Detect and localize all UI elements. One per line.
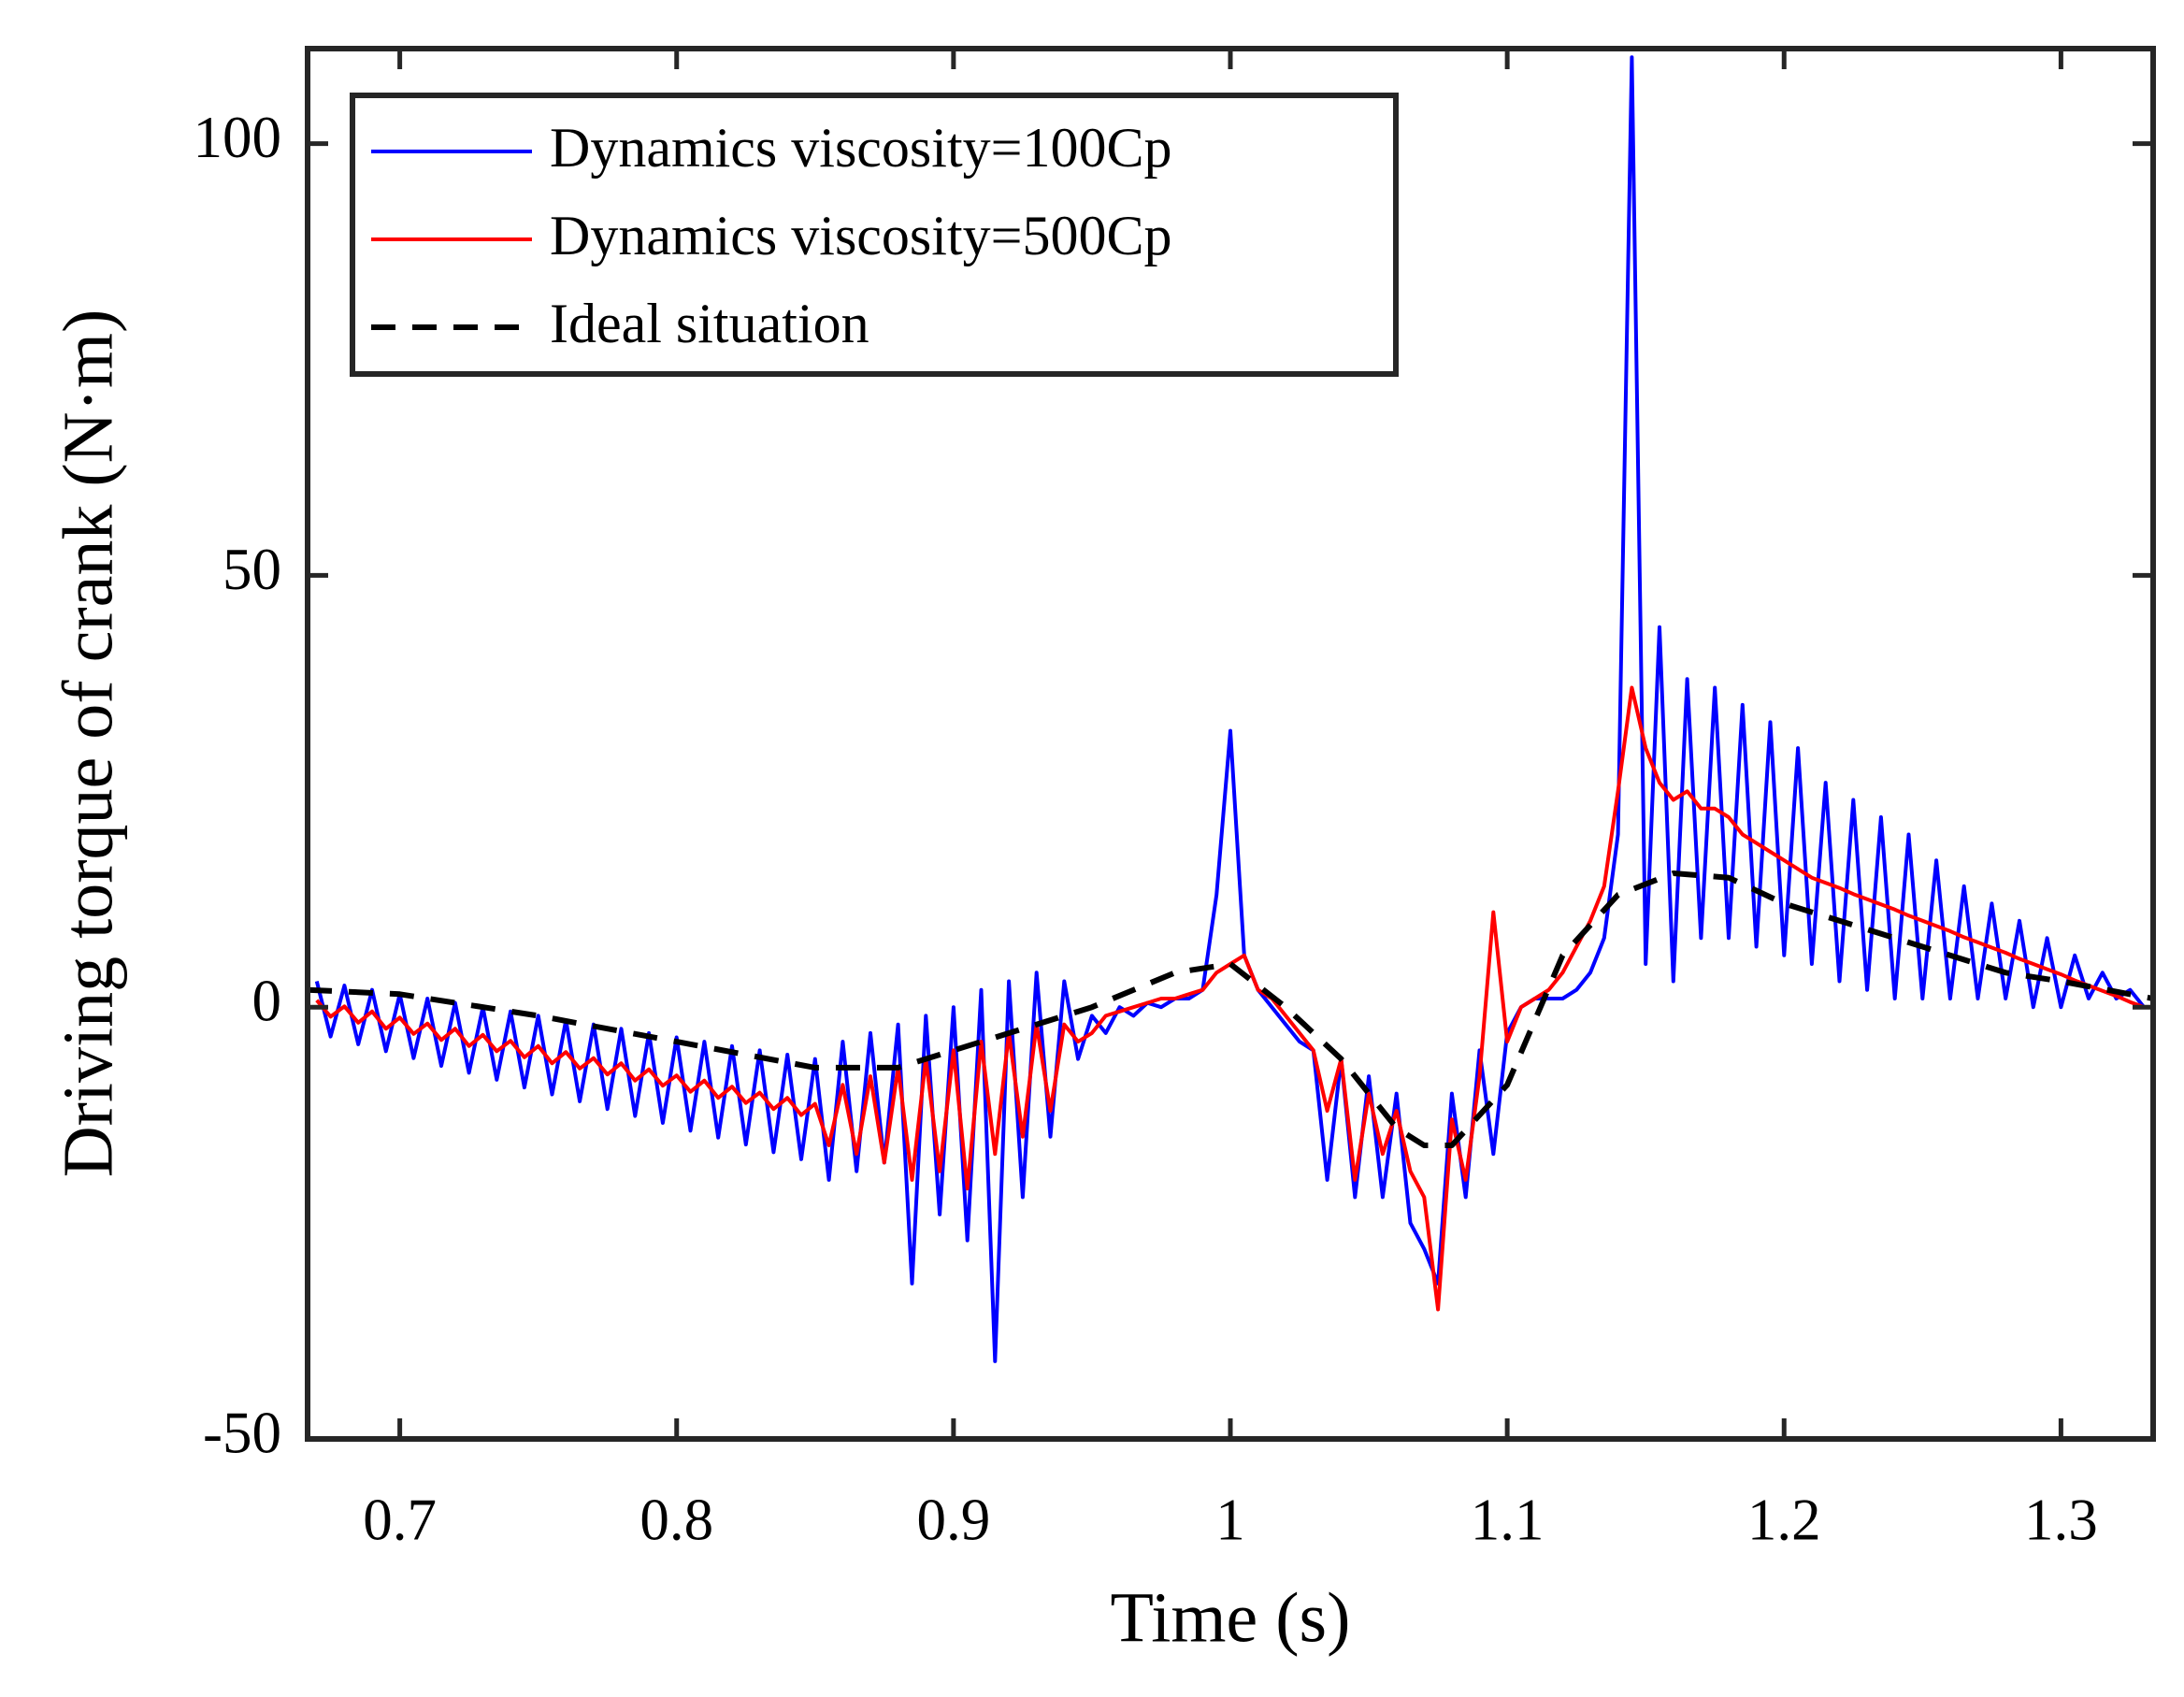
x-tick-label: 1.2 [1747, 1487, 1821, 1552]
x-axis-label: Time (s) [1111, 1578, 1351, 1657]
legend-label: Dynamics viscosity=100Cp [550, 117, 1171, 179]
y-tick-label: 50 [223, 537, 281, 602]
series-line [315, 685, 2145, 1312]
x-tick-label: 0.8 [639, 1487, 713, 1552]
x-tick-label: 1 [1215, 1487, 1245, 1552]
plot-area [308, 55, 2153, 1363]
y-tick-label: 100 [194, 105, 282, 170]
series-line [308, 870, 2153, 1148]
x-tick-label: 1.3 [2024, 1487, 2098, 1552]
y-tick-label: -50 [203, 1400, 281, 1465]
legend-box [350, 93, 1399, 377]
legend-label: Dynamics viscosity=500Cp [550, 205, 1171, 266]
legend: Dynamics viscosity=100Cp Dynamics viscosi… [350, 93, 1399, 377]
x-tick-label: 0.9 [916, 1487, 990, 1552]
series-line [314, 55, 2146, 1363]
y-axis-label: Driving torque of crank (N·m) [49, 309, 127, 1178]
y-tick-label: 0 [252, 969, 282, 1034]
legend-label: Ideal situation [550, 293, 869, 354]
x-tick-label: 0.7 [363, 1487, 437, 1552]
x-tick-label: 1.1 [1471, 1487, 1545, 1552]
